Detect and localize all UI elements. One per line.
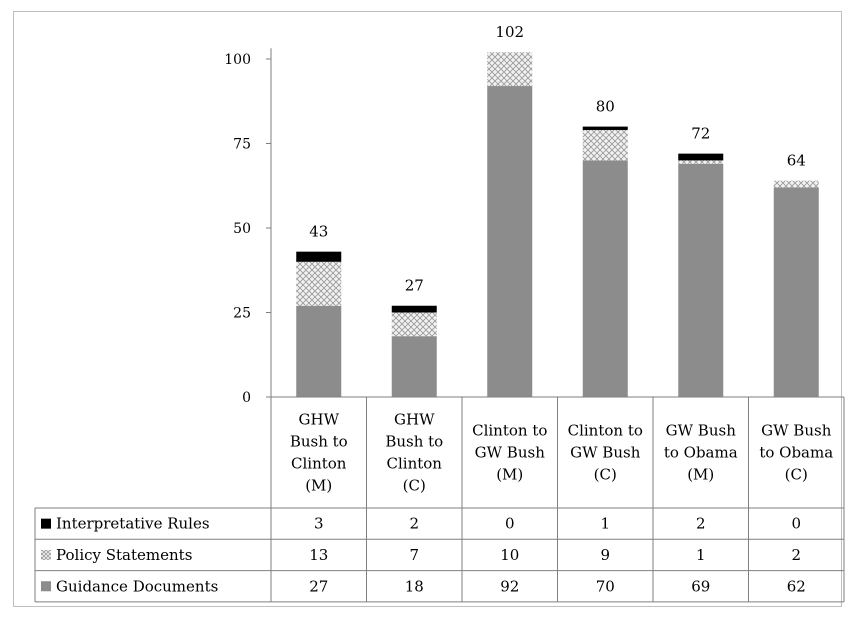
category-label: GW Bush: [666, 422, 737, 440]
y-axis: 0 25 50 75 100: [224, 48, 272, 508]
category-label: to Obama: [664, 444, 738, 462]
bar-policy-statements: [773, 180, 819, 188]
total-label: 27: [405, 277, 424, 295]
legend-key-guidance-documents: [41, 581, 51, 592]
category-label: Bush to: [290, 433, 348, 451]
data-table: GHW Bush to Clinton (M) GHW Bush to Clinton (C)…: [34, 396, 845, 603]
table-value: 13: [309, 546, 328, 564]
table-value: 2: [409, 515, 419, 533]
legend-key-interpretative-rules: [41, 518, 51, 529]
y-tick-label: 75: [233, 137, 251, 153]
total-label: 64: [787, 152, 806, 170]
bar-interpretative-rules: [296, 251, 342, 262]
bar-policy-statements: [296, 261, 342, 306]
table-value: 1: [600, 515, 610, 533]
category-label: to Obama: [759, 444, 833, 462]
table-value: 92: [500, 577, 519, 595]
total-label: 72: [691, 125, 710, 143]
legend-key-policy-statements: [41, 549, 51, 560]
category-label: Clinton: [387, 455, 443, 473]
y-tick-label: 0: [242, 390, 251, 406]
category-label: (M): [687, 466, 714, 484]
bar-guidance-documents: [487, 86, 533, 397]
bar-policy-statements: [487, 52, 533, 87]
category-label: (M): [496, 466, 523, 484]
table-value: 2: [696, 515, 706, 533]
y-tick-label: 100: [224, 52, 251, 68]
table-value: 3: [314, 515, 324, 533]
bar-interpretative-rules: [678, 153, 724, 161]
bar-policy-statements: [582, 129, 628, 161]
category-label: (C): [785, 466, 808, 484]
category-label: GW Bush: [761, 422, 832, 440]
table-value: 2: [791, 546, 801, 564]
category-label: Clinton: [291, 455, 347, 473]
category-label: Bush to: [385, 433, 443, 451]
category-label: GW Bush: [570, 444, 641, 462]
bar-interpretative-rules: [391, 305, 437, 313]
category-label: GW Bush: [475, 444, 546, 462]
legend-label-policy-statements: Policy Statements: [56, 546, 192, 564]
bar-guidance-documents: [582, 160, 628, 397]
y-tick-label: 50: [233, 221, 251, 237]
category-label: Clinton to: [568, 422, 643, 440]
category-label: Clinton to: [472, 422, 547, 440]
table-value: 1: [696, 546, 706, 564]
table-value: 7: [409, 546, 419, 564]
bar-guidance-documents: [773, 187, 819, 397]
table-value: 27: [309, 577, 328, 595]
bar-guidance-documents: [678, 163, 724, 397]
chart-frame: [13, 11, 842, 607]
table-value: 10: [500, 546, 519, 564]
y-tick-label: 25: [233, 306, 251, 322]
table-value: 0: [505, 515, 515, 533]
table-value: 9: [600, 546, 610, 564]
legend-label-interpretative-rules: Interpretative Rules: [56, 515, 210, 533]
total-label: 80: [596, 98, 615, 116]
table-value: 0: [791, 515, 801, 533]
category-label: GHW: [394, 411, 435, 429]
bar-policy-statements: [391, 312, 437, 337]
table-value: 69: [691, 577, 710, 595]
table-value: 62: [787, 577, 806, 595]
total-label: 102: [495, 23, 524, 41]
table-value: 70: [596, 577, 615, 595]
total-label: 43: [309, 223, 328, 241]
table-value: 18: [405, 577, 424, 595]
category-label: (C): [594, 466, 617, 484]
data-labels: 43 27 102 80 72 64: [309, 23, 806, 295]
bar-guidance-documents: [391, 336, 437, 397]
category-label: (M): [305, 477, 332, 495]
bar-interpretative-rules: [582, 126, 628, 130]
category-label: GHW: [299, 411, 340, 429]
bars: [296, 52, 819, 397]
legend-label-guidance-documents: Guidance Documents: [56, 577, 218, 595]
bar-policy-statements: [678, 160, 724, 164]
bar-guidance-documents: [296, 305, 342, 397]
category-label: (C): [403, 477, 426, 495]
